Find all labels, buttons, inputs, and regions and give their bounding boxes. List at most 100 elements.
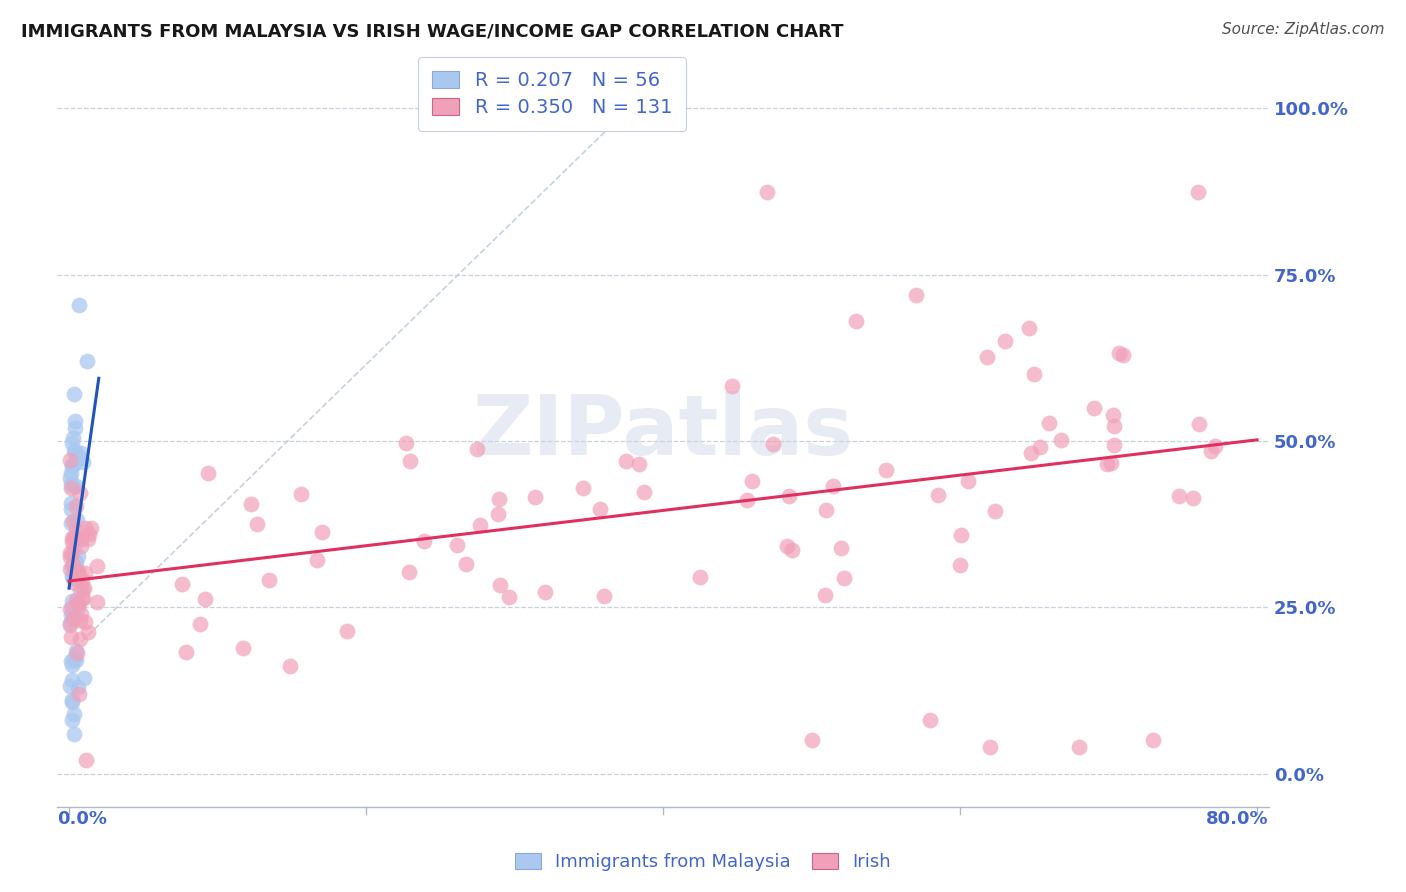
Point [62, 657, 84, 672]
Point [232, 640, 254, 655]
Point [290, 487, 312, 501]
Point [76, 354, 98, 368]
Point [69, 298, 91, 312]
Point [65, 592, 87, 607]
Point [73, 581, 96, 595]
Point [1038, 417, 1060, 431]
Point [65, 644, 87, 658]
Point [814, 588, 837, 602]
Point [62, 387, 84, 401]
Point [60, 496, 83, 510]
Point [197, 466, 219, 480]
Point [1083, 401, 1105, 415]
Point [257, 573, 280, 587]
Point [62, 444, 84, 458]
Point [63, 530, 86, 544]
Point [65, 479, 87, 493]
Point [720, 378, 742, 392]
Point [72, 671, 94, 685]
Point [1188, 417, 1211, 432]
Point [780, 543, 803, 558]
Point [62, 652, 84, 666]
Point [60, 608, 83, 623]
Point [412, 534, 434, 549]
Point [957, 474, 980, 488]
Point [75, 753, 97, 767]
Text: Source: ZipAtlas.com: Source: ZipAtlas.com [1222, 22, 1385, 37]
Point [60, 466, 83, 480]
Point [62, 558, 84, 572]
Point [814, 503, 837, 517]
Point [67, 680, 90, 694]
Point [832, 571, 855, 585]
Point [1024, 368, 1046, 382]
Point [65, 555, 87, 569]
Point [70, 451, 93, 466]
Point [927, 487, 949, 501]
Point [69, 632, 91, 646]
Point [59, 550, 82, 565]
Point [311, 525, 333, 540]
Point [59, 562, 82, 576]
Point [59, 618, 82, 632]
Point [614, 454, 637, 468]
Point [1099, 456, 1122, 470]
Point [66, 513, 89, 527]
Point [62, 551, 84, 566]
Point [70, 540, 93, 554]
Point [59, 453, 82, 467]
Point [59, 476, 82, 491]
Point [65, 653, 87, 667]
Point [1101, 408, 1123, 422]
Point [465, 442, 488, 456]
Point [1029, 440, 1052, 454]
Point [70, 607, 93, 621]
Point [489, 577, 512, 591]
Point [60, 435, 83, 450]
Point [60, 693, 83, 707]
Point [468, 518, 491, 533]
Point [446, 538, 468, 552]
Point [72, 591, 94, 605]
Point [1095, 457, 1118, 471]
Point [62, 457, 84, 471]
Point [59, 654, 82, 668]
Point [1112, 347, 1135, 361]
Point [63, 531, 86, 545]
Point [63, 539, 86, 553]
Point [62, 571, 84, 585]
Point [776, 539, 799, 553]
Point [488, 491, 510, 506]
Point [188, 617, 211, 632]
Point [63, 414, 86, 428]
Point [60, 531, 83, 545]
Point [60, 546, 83, 560]
Point [73, 615, 96, 630]
Point [60, 458, 83, 472]
Point [1182, 491, 1205, 505]
Point [59, 679, 82, 693]
Point [628, 457, 651, 471]
Point [170, 576, 193, 591]
Point [741, 475, 763, 489]
Point [80, 521, 103, 535]
Point [63, 444, 86, 458]
Point [524, 490, 547, 504]
Point [62, 431, 84, 445]
Point [69, 486, 91, 500]
Point [69, 583, 91, 598]
Text: IMMIGRANTS FROM MALAYSIA VS IRISH WAGE/INCOME GAP CORRELATION CHART: IMMIGRANTS FROM MALAYSIA VS IRISH WAGE/I… [21, 22, 844, 40]
Point [589, 502, 612, 516]
Point [66, 565, 89, 579]
Point [399, 453, 422, 467]
Point [62, 599, 84, 614]
Point [70, 446, 93, 460]
Point [592, 589, 614, 603]
Point [1142, 733, 1164, 747]
Point [60, 695, 83, 709]
Point [63, 576, 86, 591]
Point [67, 687, 90, 701]
Point [976, 350, 998, 364]
Point [336, 624, 359, 638]
Point [86, 595, 108, 609]
